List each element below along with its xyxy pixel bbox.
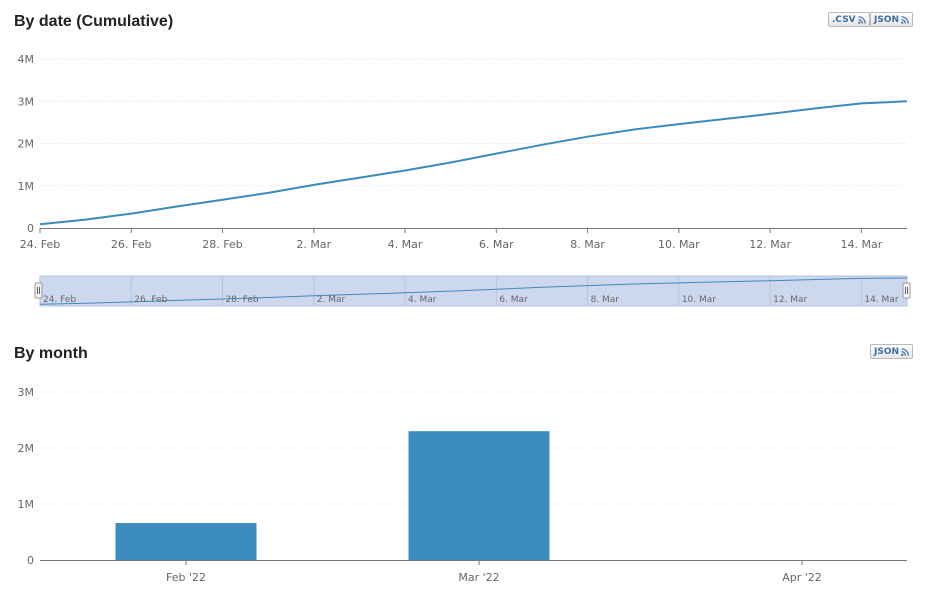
x-tick-label: Apr '22 (782, 571, 822, 584)
navigator[interactable]: 24. Feb 26. Feb 28. Feb 2. Mar 4. Mar 6. Mar 8… (34, 275, 911, 307)
section-title-by-date: By date (Cumulative) (14, 13, 174, 30)
bar[interactable] (115, 523, 257, 560)
x-tick-label: 14. Mar (840, 238, 882, 251)
section-title-by-month: By month (14, 345, 88, 362)
x-tick-label: Feb '22 (166, 571, 206, 584)
navigator-series-line (39, 277, 908, 305)
y-tick-label: 1M (18, 180, 35, 193)
x-tick-label: 10. Mar (658, 238, 700, 251)
monthly-bar-chart: 0 1M 2M 3M Feb '22 Mar '22 Apr '22 (18, 386, 907, 584)
y-tick-label: 0 (27, 222, 34, 235)
navigator-tick-label: 24. Feb (43, 295, 76, 305)
json-export-button-by-date[interactable]: JSON (870, 12, 914, 27)
navigator-tick-label: 2. Mar (317, 295, 346, 305)
csv-export-button[interactable]: .CSV (828, 12, 870, 27)
navigator-tick-label: 14. Mar (864, 295, 898, 305)
x-tick-label: 24. Feb (20, 238, 60, 251)
navigator-tick-label: 12. Mar (773, 295, 807, 305)
navigator-tick-label: 28. Feb (226, 295, 259, 305)
y-tick-label: 4M (18, 53, 35, 66)
navigator-tick-label: 26. Feb (134, 295, 167, 305)
x-tick-label: 28. Feb (202, 238, 242, 251)
json-button-label: JSON (874, 14, 900, 25)
series-line-cumulative (39, 100, 908, 226)
x-tick-label: 4. Mar (388, 238, 423, 251)
x-tick-label: 6. Mar (479, 238, 514, 251)
x-tick-label: 12. Mar (749, 238, 791, 251)
json-button-label: JSON (874, 346, 900, 357)
y-tick-label: 3M (18, 386, 35, 399)
rss-icon (857, 15, 866, 24)
rss-icon (901, 347, 909, 356)
y-tick-label: 2M (18, 442, 35, 455)
x-tick-label: 8. Mar (570, 238, 605, 251)
csv-button-label: .CSV (832, 14, 856, 25)
navigator-tick-label: 10. Mar (682, 295, 716, 305)
y-tick-label: 3M (18, 95, 35, 108)
cumulative-line-chart: 0 1M 2M 3M 4M 24. Feb 26. Feb 28. Feb 2. Mar 4. … (18, 53, 911, 307)
navigator-handle-left[interactable] (34, 282, 43, 299)
navigator-tick-label: 6. Mar (499, 295, 528, 305)
y-tick-label: 1M (18, 498, 35, 511)
y-tick-label: 2M (18, 138, 35, 151)
navigator-tick-label: 8. Mar (591, 295, 620, 305)
navigator-tick-label: 4. Mar (408, 295, 437, 305)
y-tick-label: 0 (27, 554, 34, 567)
navigator-handle-right[interactable] (902, 282, 911, 299)
x-tick-label: 2. Mar (296, 238, 331, 251)
rss-icon (901, 15, 909, 24)
json-export-button-by-month[interactable]: JSON (870, 344, 914, 359)
x-tick-label: Mar '22 (458, 571, 499, 584)
x-tick-label: 26. Feb (111, 238, 151, 251)
bar[interactable] (408, 431, 550, 560)
